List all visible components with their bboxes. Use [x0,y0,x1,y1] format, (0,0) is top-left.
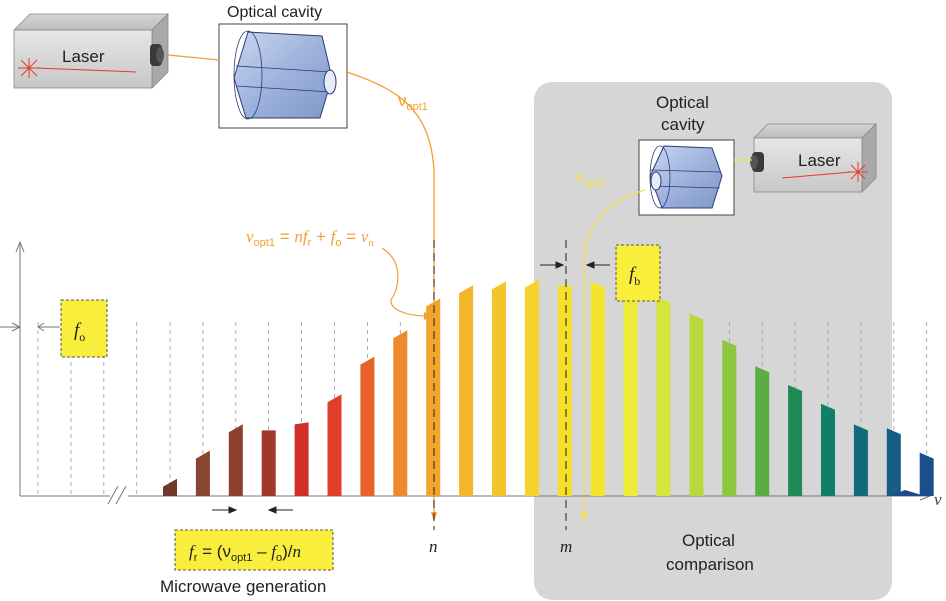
left-optical-cavity [218,23,348,129]
right-cavity-label-line2: cavity [661,115,705,134]
comb-equation: νopt1 = nfr + fo = νn [246,227,374,249]
comb-tooth [656,296,671,496]
comb-tooth [393,330,408,496]
fo-arrow [37,322,60,332]
comb-tooth [294,422,309,496]
fb-arrows [540,261,610,269]
m-label: m [560,537,572,556]
x-axis-nu-label: ν [934,490,942,509]
comb-tooth [788,385,803,496]
right-laser-label: Laser [798,151,841,170]
right-laser [750,123,877,193]
comb-tooth [426,298,441,496]
comb-tooth [755,366,770,496]
comb-tooth [459,285,474,496]
comb-tooth [524,279,539,496]
comb-tooth [886,428,901,496]
comb-tooth [492,281,506,496]
svg-text:fb: fb [629,264,640,288]
optical-comparison-line1: Optical [682,531,735,550]
comb-teeth [163,279,934,496]
fb-box: fb [615,244,661,302]
comb-tooth [722,339,737,496]
comb-tooth [919,452,934,496]
left-laser-label: Laser [62,47,105,66]
fr-box: fr = (νopt1 – fo)/n [174,529,334,571]
comb-tooth [853,424,868,496]
left-laser [13,13,169,89]
yellow-beam [581,159,752,522]
svg-text:fr = (νopt1 – fo)/n: fr = (νopt1 – fo)/n [189,542,301,564]
optical-comparison-line2: comparison [666,555,754,574]
comb-tooth [195,450,210,496]
svg-text:fo: fo [74,320,85,344]
laser-burst-icon [18,58,40,78]
comb-tooth [689,313,704,496]
right-cavity-label-line1: Optical [656,93,709,112]
comb-tooth [327,394,342,496]
left-cavity-label: Optical cavity [227,4,322,21]
nu-opt2-label: νopt2 [575,169,604,189]
comb-tooth [228,424,243,496]
comb-tooth [623,287,638,496]
comb-tooth [821,403,835,496]
equation-pointer [381,247,427,317]
right-optical-cavity [638,139,735,216]
n-label: n [429,537,438,556]
fo-box: fo [60,299,108,358]
comb-tooth [261,430,276,496]
comb-tooth [360,356,375,496]
microwave-generation-label: Microwave generation [160,577,326,596]
comb-tooth [163,478,177,496]
nu-opt1-label: νopt1 [398,91,428,113]
comb-tail [890,490,925,496]
fr-arrows [212,506,293,514]
optical-comparison-panel [534,82,892,600]
comb-tooth [590,281,605,496]
equation-pointer-head [424,312,432,320]
comb-tooth [557,285,572,496]
laser-burst-icon [848,162,868,182]
